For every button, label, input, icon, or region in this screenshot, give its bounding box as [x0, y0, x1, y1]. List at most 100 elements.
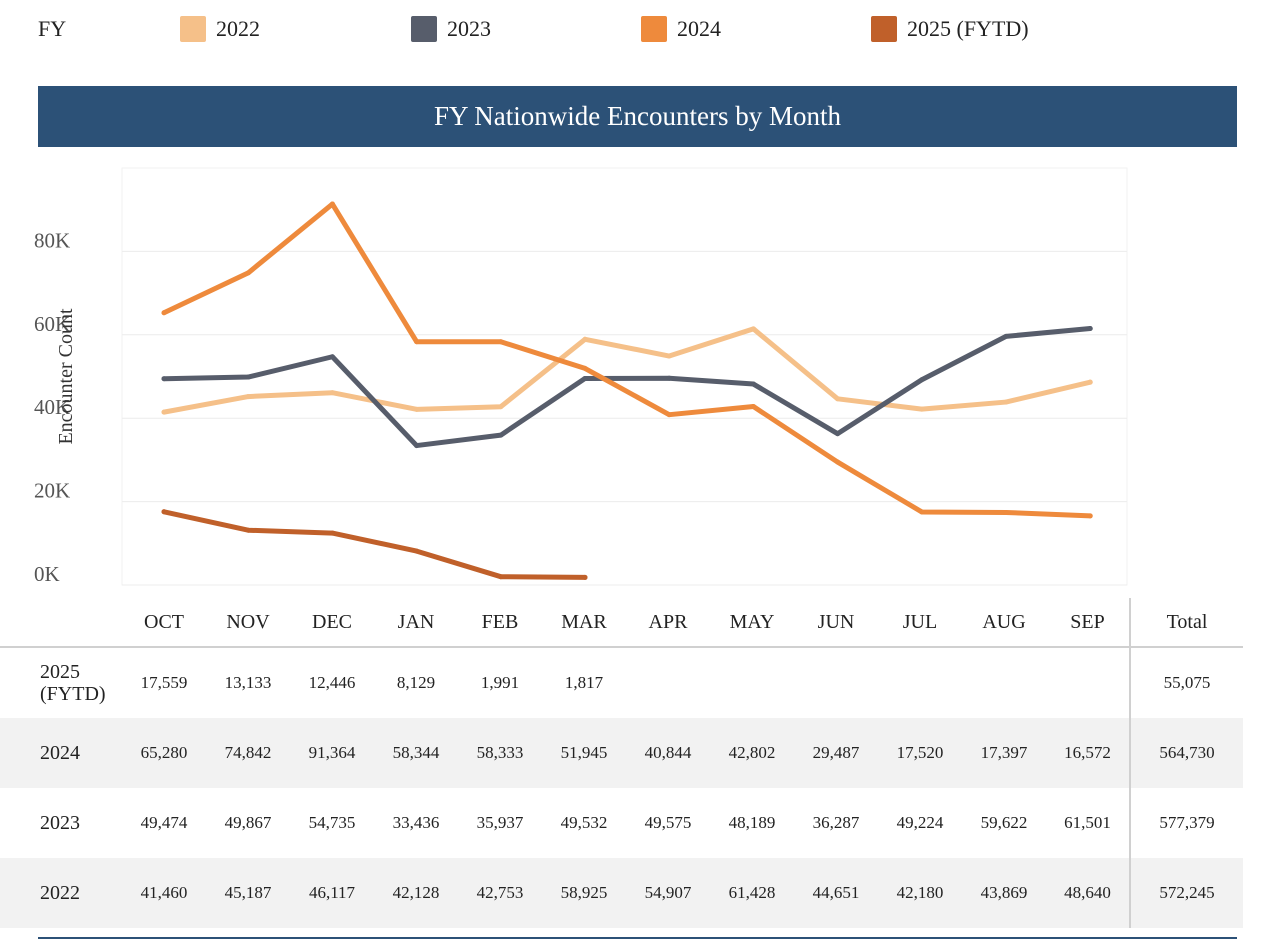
- table-cell: [1046, 647, 1130, 718]
- table-cell: 12,446: [308, 673, 356, 692]
- series-line-2023: [161, 326, 1093, 449]
- table-cell: 54,735: [308, 813, 356, 832]
- table-cell: [794, 647, 878, 718]
- data-point: [750, 326, 756, 332]
- table-cell: 54,907: [626, 858, 710, 928]
- legend-swatch: [871, 16, 897, 42]
- data-point: [582, 365, 588, 371]
- line-chart: 0K 20K 40K 60K 80K Encounter Count: [34, 167, 1128, 586]
- data-point: [161, 409, 167, 415]
- series-line-2024: [161, 201, 1093, 519]
- table-cell: 40,844: [626, 718, 710, 788]
- row-year-label: 2023: [40, 812, 80, 834]
- data-point: [1003, 399, 1009, 405]
- data-point: [245, 394, 251, 400]
- table-cell: 42,128: [374, 858, 458, 928]
- header-cell-total: Total: [1129, 598, 1243, 648]
- header-cell-month: OCT: [122, 598, 206, 648]
- table-cell: 49,474: [140, 813, 188, 832]
- data-point: [414, 548, 420, 554]
- legend-text: 2022: [216, 16, 260, 41]
- legend: FY 2022 2023 2024 2025 (FYTD): [0, 12, 1280, 46]
- legend-item-2022[interactable]: 2022: [180, 15, 260, 43]
- y-axis-label: Encounter Count: [55, 308, 77, 445]
- series-line-2025-fytd: [161, 509, 588, 580]
- chart-title: FY Nationwide Encounters by Month: [38, 86, 1237, 147]
- y-tick-label: 0K: [34, 562, 60, 586]
- table-row: 2024 65,280 74,842 91,364 58,344 58,333 51,945…: [0, 718, 1243, 788]
- data-point: [582, 574, 588, 580]
- table-cell: 1,817: [564, 673, 604, 692]
- legend-text: 2025 (FYTD): [907, 16, 1029, 41]
- row-total: 564,730: [1129, 718, 1243, 788]
- series-line-2022: [161, 326, 1093, 415]
- data-point: [161, 509, 167, 515]
- table-header-row: OCT NOV DEC JAN FEB MAR APR MAY JUN JUL …: [0, 598, 1243, 648]
- table-cell: [710, 647, 794, 718]
- table-cell: 33,436: [392, 813, 440, 832]
- table-cell: 49,575: [644, 813, 692, 832]
- header-cell-month: DEC: [290, 598, 374, 648]
- row-year-label: 2022: [0, 858, 122, 928]
- header-cell-month: AUG: [962, 598, 1046, 648]
- data-point: [835, 431, 841, 437]
- table-cell: [878, 647, 962, 718]
- y-tick-label: 60K: [34, 312, 70, 336]
- table-cell: 49,532: [560, 813, 608, 832]
- legend-label: FY: [38, 16, 67, 41]
- table-cell: 17,397: [962, 718, 1046, 788]
- table-cell: 58,925: [542, 858, 626, 928]
- data-point: [245, 270, 251, 276]
- data-point: [329, 354, 335, 360]
- legend-text: 2024: [677, 16, 721, 41]
- header-cell-month: JAN: [374, 598, 458, 648]
- data-point: [329, 530, 335, 536]
- y-tick-label: 40K: [34, 395, 70, 419]
- header-cell-year: [0, 598, 122, 648]
- table-row: 2023 49,474 49,867 54,735 33,436 35,937 49,532…: [0, 788, 1243, 858]
- row-total: 577,379: [1129, 788, 1243, 858]
- table-cell: [626, 647, 710, 718]
- data-point: [835, 396, 841, 402]
- y-tick-label: 20K: [34, 479, 70, 503]
- data-point: [666, 412, 672, 418]
- table-cell: 13,133: [224, 673, 272, 692]
- table-cell: 36,287: [812, 813, 860, 832]
- table-cell: 74,842: [206, 718, 290, 788]
- data-table: OCT NOV DEC JAN FEB MAR APR MAY JUN JUL …: [0, 598, 1280, 928]
- data-point: [1087, 326, 1093, 332]
- header-cell-month: MAY: [710, 598, 794, 648]
- table-cell: 51,945: [542, 718, 626, 788]
- data-point: [1003, 509, 1009, 515]
- data-point: [582, 336, 588, 342]
- table-cell: 49,867: [224, 813, 272, 832]
- data-point: [414, 406, 420, 412]
- table-row: 2025 (FYTD) 17,559 13,133 12,446 8,129 1,991 1…: [0, 647, 1243, 718]
- header-cell-month: JUL: [878, 598, 962, 648]
- table-cell: 42,180: [878, 858, 962, 928]
- data-point: [919, 377, 925, 383]
- data-point: [919, 509, 925, 515]
- data-point: [919, 406, 925, 412]
- row-year-label: 2024: [0, 718, 122, 788]
- header-cell-month: SEP: [1046, 598, 1130, 648]
- legend-item-2025-fytd[interactable]: 2025 (FYTD): [871, 15, 1029, 43]
- data-point: [414, 339, 420, 345]
- table-cell: 17,520: [878, 718, 962, 788]
- legend-item-2023[interactable]: 2023: [411, 15, 491, 43]
- header-cell-month: NOV: [206, 598, 290, 648]
- y-tick-label: 80K: [34, 228, 70, 252]
- data-point: [329, 390, 335, 396]
- data-point: [750, 381, 756, 387]
- table-row: 2022 41,460 45,187 46,117 42,128 42,753 58,925…: [0, 858, 1243, 928]
- data-point: [161, 376, 167, 382]
- table-cell: 42,753: [458, 858, 542, 928]
- header-cell-month: FEB: [458, 598, 542, 648]
- table-cell: 46,117: [290, 858, 374, 928]
- header-cell-month: MAR: [542, 598, 626, 648]
- table-cell: 59,622: [980, 813, 1028, 832]
- table-cell: 8,129: [396, 673, 436, 692]
- data-point: [750, 404, 756, 410]
- data-point: [161, 310, 167, 316]
- legend-item-2024[interactable]: 2024: [641, 15, 721, 43]
